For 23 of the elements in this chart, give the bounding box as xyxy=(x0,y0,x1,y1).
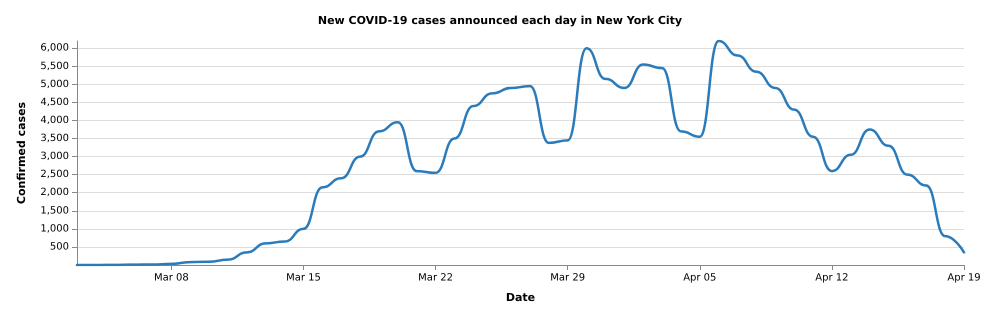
y-tick-label: 6,000 xyxy=(40,42,69,54)
chart-title: New COVID-19 cases announced each day in New York City xyxy=(318,14,682,27)
y-tick-label: 2,000 xyxy=(40,187,69,198)
y-tick-label: 3,500 xyxy=(40,133,69,144)
y-axis-title: Confirmed cases xyxy=(15,101,28,204)
y-tick-label: 4,000 xyxy=(40,114,69,126)
y-tick-label: 500 xyxy=(50,241,69,252)
x-tick-label: Mar 22 xyxy=(418,272,453,284)
y-tick-label: 1,000 xyxy=(40,223,69,234)
x-tick-label: Apr 19 xyxy=(947,272,981,284)
x-tick-label: Apr 05 xyxy=(683,272,716,284)
x-tick-label: Mar 08 xyxy=(154,272,189,284)
y-tick-label: 5,500 xyxy=(40,60,69,72)
x-tick-label: Apr 12 xyxy=(815,272,848,284)
x-tick-label: Mar 29 xyxy=(550,272,586,284)
y-tick-label: 3,000 xyxy=(40,151,69,162)
y-tick-label: 4,500 xyxy=(40,96,69,108)
y-tick-label: 5,000 xyxy=(40,78,69,90)
line-series xyxy=(76,40,966,266)
y-tick-label: 2,500 xyxy=(40,169,69,180)
x-axis-title: Date xyxy=(506,291,536,304)
y-tick-label: 1,500 xyxy=(40,205,69,216)
x-tick-label: Mar 15 xyxy=(286,272,321,284)
